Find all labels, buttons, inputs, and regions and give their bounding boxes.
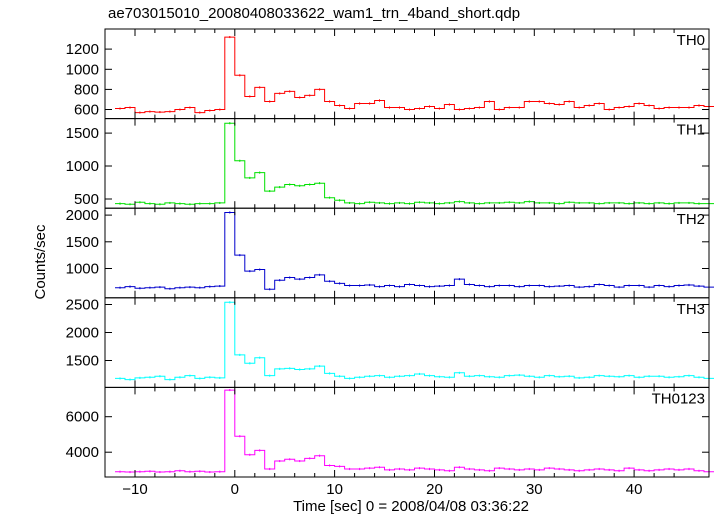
panel-frame bbox=[104, 28, 710, 120]
panel-label-th1: TH1 bbox=[677, 122, 705, 139]
panel-label-th2: TH2 bbox=[677, 211, 705, 228]
panel-label-th0123: TH0123 bbox=[652, 390, 705, 407]
y-tick-label: 4000 bbox=[66, 444, 99, 461]
panel-th3: 1500 2000 2500 TH3 bbox=[66, 297, 714, 388]
y-tick-label: 2000 bbox=[66, 325, 99, 342]
x-tick-label: −10 bbox=[122, 481, 147, 498]
panel-th2: 1000 1500 2000 TH2 bbox=[66, 207, 714, 299]
panel-frame bbox=[104, 118, 710, 209]
y-tick-label: 1200 bbox=[66, 41, 99, 58]
panel-label-th0: TH0 bbox=[677, 32, 705, 49]
x-tick-label: 40 bbox=[626, 481, 643, 498]
y-tick-label: 1000 bbox=[66, 61, 99, 78]
x-tick-label: 0 bbox=[231, 481, 239, 498]
y-tick-label: 2500 bbox=[66, 297, 99, 314]
series-line-th3 bbox=[115, 301, 714, 381]
series-line-th1 bbox=[115, 122, 714, 205]
series-line-th2 bbox=[115, 212, 714, 290]
y-tick-label: 1000 bbox=[66, 261, 99, 278]
y-tick-label: 1500 bbox=[66, 125, 99, 142]
panel-th1: 500 1000 1500 TH1 bbox=[66, 118, 714, 209]
panel-th0123: 4000 6000 TH0123 bbox=[66, 386, 714, 478]
panel-frame bbox=[104, 386, 710, 478]
x-tick-label: 30 bbox=[526, 481, 543, 498]
y-tick-label: 1000 bbox=[66, 158, 99, 175]
panel-th0: 600 800 1000 1200 TH0 bbox=[66, 28, 714, 120]
y-tick-label: 6000 bbox=[66, 409, 99, 426]
y-axis-label: Counts/sec bbox=[32, 224, 49, 300]
y-tick-label: 500 bbox=[74, 191, 99, 208]
x-axis-label: Time [sec] 0 = 2008/04/08 03:36:22 bbox=[293, 498, 529, 515]
x-tick-label: 20 bbox=[426, 481, 443, 498]
panels: 600 800 1000 1200 TH0 500 1000 1500 TH1 1000 1500 2… bbox=[66, 28, 714, 478]
panel-frame bbox=[104, 297, 710, 388]
y-tick-label: 600 bbox=[74, 102, 99, 119]
y-tick-label: 1500 bbox=[66, 353, 99, 370]
y-tick-label: 800 bbox=[74, 81, 99, 98]
y-tick-label: 2000 bbox=[66, 207, 99, 224]
y-tick-label: 1500 bbox=[66, 234, 99, 251]
panel-label-th3: TH3 bbox=[677, 301, 705, 318]
series-line-th0 bbox=[115, 36, 714, 114]
series-line-th0123 bbox=[115, 389, 714, 473]
chart-title: ae703015010_20080408033622_wam1_trn_4ban… bbox=[108, 5, 520, 22]
x-tick-label: 10 bbox=[326, 481, 343, 498]
x-axis: −10 0 10 20 30 40 bbox=[122, 481, 642, 498]
